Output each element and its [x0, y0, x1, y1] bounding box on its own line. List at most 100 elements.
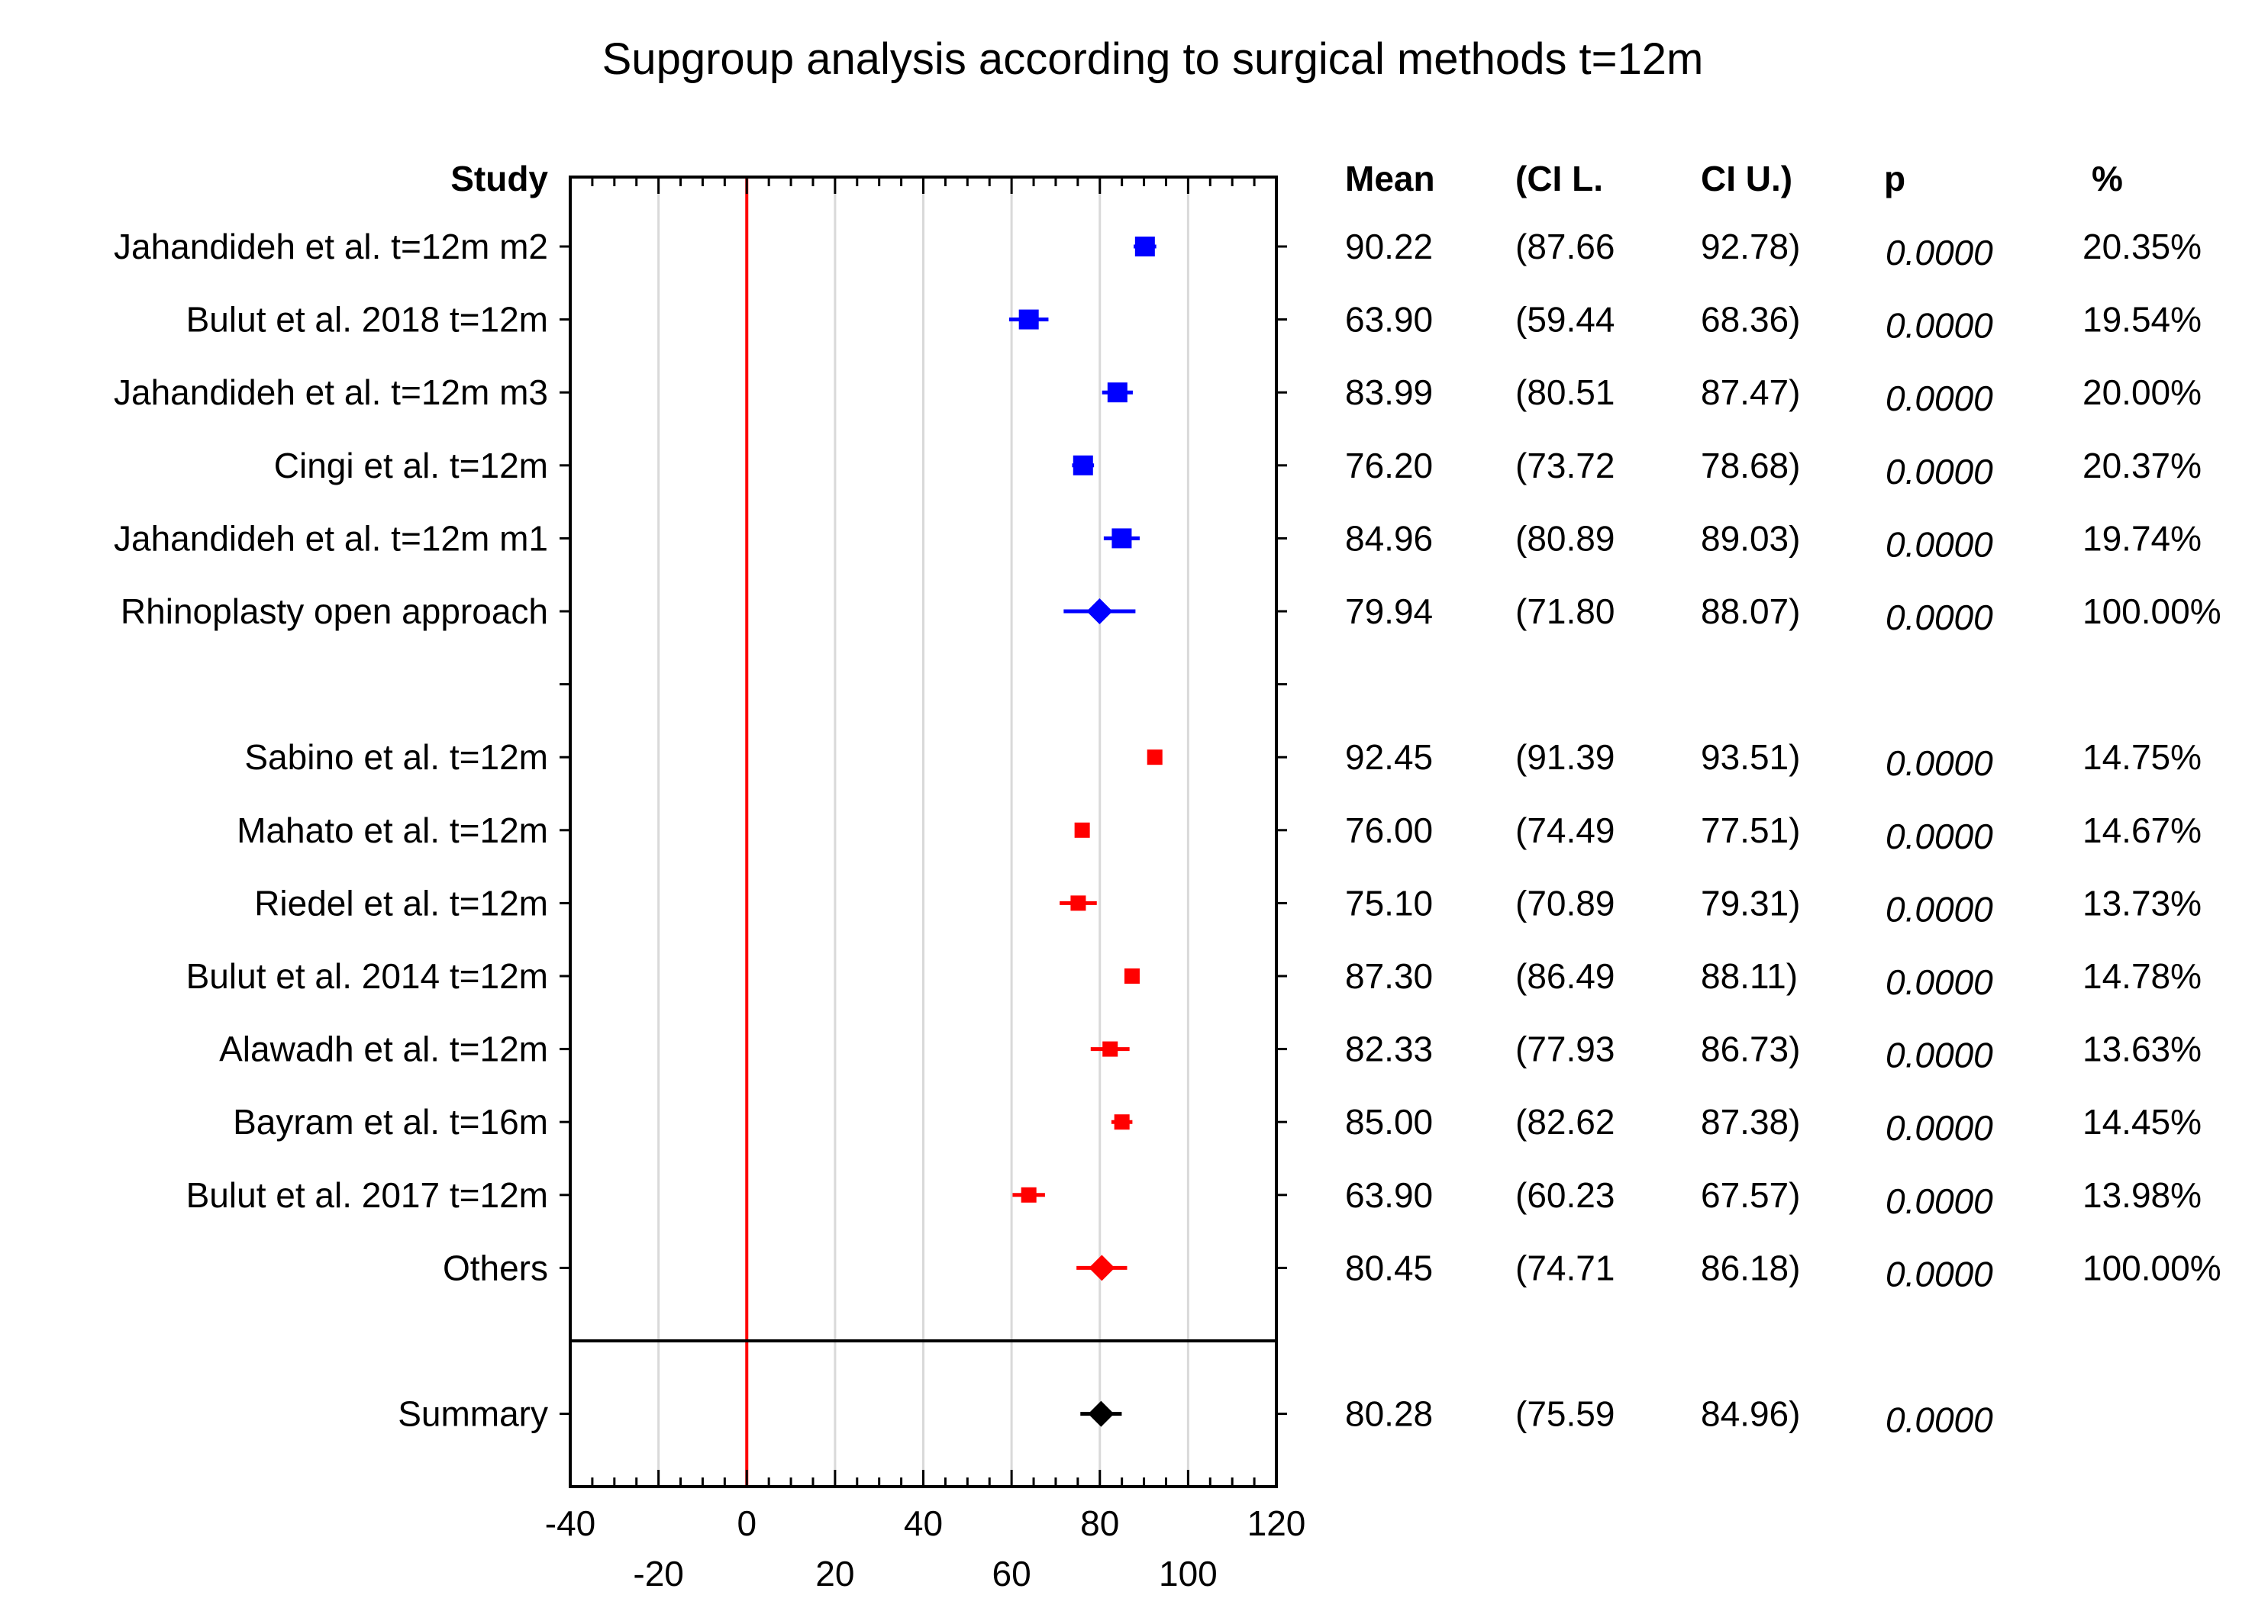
point-marker — [1073, 455, 1093, 475]
ci-lower-value: (80.51 — [1515, 372, 1615, 412]
point-marker — [1074, 822, 1090, 838]
ci-lower-value: (87.66 — [1515, 227, 1615, 266]
mean-value: 63.90 — [1345, 300, 1433, 340]
header-p: p — [1884, 159, 1905, 198]
mean-value: 82.33 — [1345, 1030, 1433, 1069]
ci-lower-value: (74.71 — [1515, 1248, 1615, 1287]
ci-upper-value: 87.38) — [1701, 1102, 1800, 1142]
p-value: 0.0000 — [1886, 306, 1993, 346]
weight-percent: 13.73% — [2082, 883, 2202, 923]
point-marker — [1111, 528, 1132, 549]
point-marker — [1124, 968, 1140, 984]
x-tick-label: 120 — [1247, 1503, 1306, 1543]
weight-percent: 13.63% — [2082, 1030, 2202, 1069]
point-marker — [1021, 1187, 1037, 1203]
diamond-marker — [1086, 598, 1113, 624]
point-marker — [1114, 1114, 1130, 1130]
ci-lower-value: (70.89 — [1515, 883, 1615, 923]
study-label: Bulut et al. 2017 t=12m — [186, 1175, 548, 1215]
study-label: Jahandideh et al. t=12m m2 — [114, 227, 548, 266]
p-value: 0.0000 — [1886, 233, 1993, 272]
diamond-marker — [1089, 1255, 1115, 1281]
x-tick-label: 40 — [904, 1503, 943, 1543]
mean-value: 85.00 — [1345, 1102, 1433, 1142]
x-tick-label: 0 — [737, 1503, 757, 1543]
mean-value: 80.45 — [1345, 1248, 1433, 1287]
mean-value: 75.10 — [1345, 883, 1433, 923]
gridlines — [657, 177, 1189, 1487]
ci-lower-value: (73.72 — [1515, 446, 1615, 485]
header-mean: Mean — [1345, 159, 1435, 198]
weight-percent: 20.35% — [2082, 227, 2202, 266]
ci-lower-value: (59.44 — [1515, 300, 1615, 340]
p-value: 0.0000 — [1886, 743, 1993, 783]
diamond-marker — [1088, 1400, 1115, 1427]
header-ci-lower: (CI L. — [1515, 159, 1603, 198]
weight-percent: 20.37% — [2082, 446, 2202, 485]
mean-value: 87.30 — [1345, 956, 1433, 996]
ci-lower-value: (77.93 — [1515, 1030, 1615, 1069]
study-label: Bulut et al. 2014 t=12m — [186, 956, 548, 996]
study-label: Jahandideh et al. t=12m m1 — [114, 518, 548, 558]
mean-value: 63.90 — [1345, 1175, 1433, 1215]
study-label: Alawadh et al. t=12m — [219, 1030, 548, 1069]
p-value: 0.0000 — [1886, 598, 1993, 637]
study-label: Jahandideh et al. t=12m m3 — [114, 372, 548, 412]
p-value: 0.0000 — [1886, 962, 1993, 1002]
weight-percent: 14.67% — [2082, 810, 2202, 850]
mean-value: 76.00 — [1345, 810, 1433, 850]
ci-upper-value: 78.68) — [1701, 446, 1800, 485]
p-value: 0.0000 — [1886, 1400, 1993, 1440]
x-tick-label: 60 — [992, 1554, 1031, 1593]
point-marker — [1070, 895, 1086, 911]
ci-lower-value: (74.49 — [1515, 810, 1615, 850]
p-value: 0.0000 — [1886, 1181, 1993, 1221]
ci-lower-value: (71.80 — [1515, 591, 1615, 631]
weight-percent: 100.00% — [2082, 591, 2221, 631]
point-marker — [1107, 382, 1128, 403]
chart-title: Supgroup analysis according to surgical … — [602, 34, 1704, 84]
mean-value: 76.20 — [1345, 446, 1433, 485]
p-value: 0.0000 — [1886, 379, 1993, 418]
ci-lower-value: (60.23 — [1515, 1175, 1615, 1215]
p-value: 0.0000 — [1886, 452, 1993, 491]
ci-upper-value: 86.18) — [1701, 1248, 1800, 1287]
p-value: 0.0000 — [1886, 1108, 1993, 1148]
mean-value: 92.45 — [1345, 737, 1433, 777]
mean-value: 84.96 — [1345, 518, 1433, 558]
ci-upper-value: 84.96) — [1701, 1394, 1800, 1434]
point-marker — [1018, 309, 1039, 330]
x-tick-label: 80 — [1080, 1503, 1119, 1543]
ci-lower-value: (91.39 — [1515, 737, 1615, 777]
weight-percent: 14.78% — [2082, 956, 2202, 996]
ci-upper-value: 92.78) — [1701, 227, 1800, 266]
weight-percent: 13.98% — [2082, 1175, 2202, 1215]
mean-value: 79.94 — [1345, 591, 1433, 631]
p-value: 0.0000 — [1886, 524, 1993, 564]
x-tick-label: 100 — [1159, 1554, 1218, 1593]
point-marker — [1147, 749, 1163, 765]
mean-value: 80.28 — [1345, 1394, 1433, 1434]
plot-frame — [569, 176, 1278, 1488]
ci-upper-value: 89.03) — [1701, 518, 1800, 558]
ci-upper-value: 93.51) — [1701, 737, 1800, 777]
weight-percent: 100.00% — [2082, 1248, 2221, 1287]
ci-upper-value: 68.36) — [1701, 300, 1800, 340]
header-ci-upper: CI U.) — [1701, 159, 1792, 198]
point-marker — [1102, 1041, 1118, 1057]
forest-rows: Jahandideh et al. t=12m m2 90.22 (87.66 92.… — [114, 227, 2221, 1440]
ci-lower-value: (86.49 — [1515, 956, 1615, 996]
study-label: Bulut et al. 2018 t=12m — [186, 300, 548, 340]
weight-percent: 14.75% — [2082, 737, 2202, 777]
ci-upper-value: 67.57) — [1701, 1175, 1800, 1215]
ci-upper-value: 88.11) — [1701, 956, 1798, 996]
p-value: 0.0000 — [1886, 817, 1993, 856]
study-label: Cingi et al. t=12m — [274, 446, 548, 485]
mean-value: 90.22 — [1345, 227, 1433, 266]
point-marker — [1134, 237, 1155, 256]
ci-upper-value: 79.31) — [1701, 883, 1800, 923]
x-tick-label: 20 — [815, 1554, 854, 1593]
study-label: Others — [443, 1248, 548, 1287]
study-label: Riedel et al. t=12m — [254, 883, 548, 923]
